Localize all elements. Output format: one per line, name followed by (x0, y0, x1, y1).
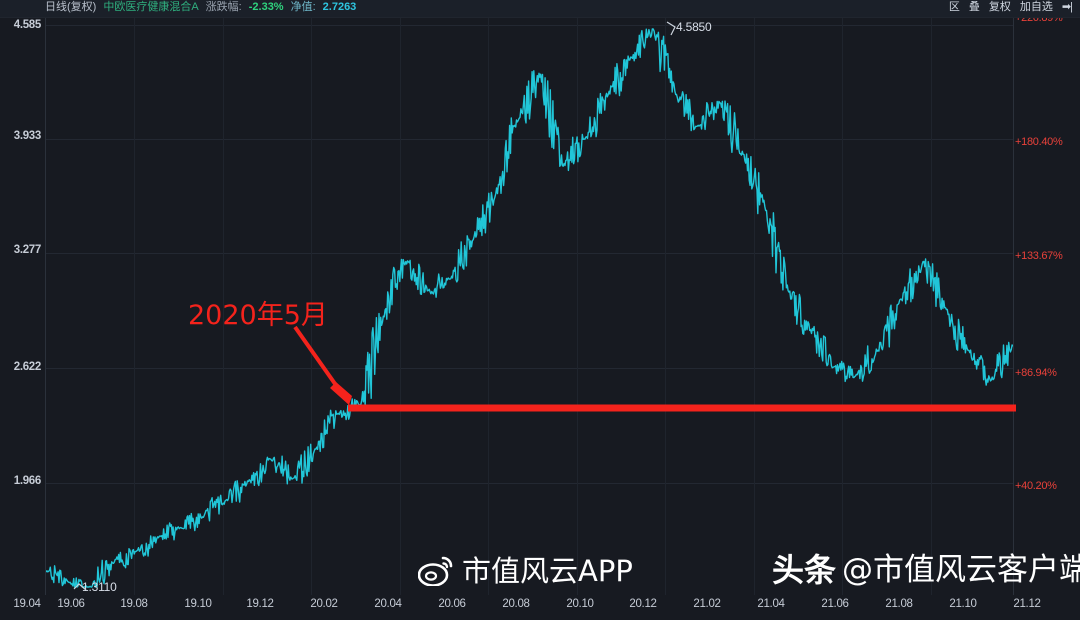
chart-toolbar: 区 叠 复权 加自选 ➡| (948, 1, 1073, 13)
y-axis-right: +226.89% +180.40% +133.67% +86.94% +40.2… (1013, 0, 1080, 620)
expand-right-icon[interactable]: ➡| (1061, 1, 1073, 13)
gridline-vertical (931, 17, 932, 595)
gridline-vertical (400, 17, 401, 595)
x-tick-9: 20.10 (566, 598, 594, 610)
x-tick-13: 21.06 (821, 598, 849, 610)
gridline-vertical (665, 17, 666, 595)
gridline-horizontal (46, 483, 1013, 484)
y-left-tick-4: 1.966 (13, 475, 42, 487)
adjust-button[interactable]: 复权 (988, 1, 1011, 13)
y-right-tick-1: +180.40% (1015, 136, 1063, 148)
quote-summary: 日线(复权) 中欧医疗健康混合A 涨跌幅: -2.33% 净值: 2.7263 (45, 2, 356, 13)
change-label: 涨跌幅: (205, 1, 242, 13)
x-tick-3: 19.10 (184, 598, 212, 610)
x-tick-8: 20.08 (502, 598, 530, 610)
x-tick-11: 21.02 (693, 598, 721, 610)
gridline-vertical (754, 17, 755, 595)
gridline-vertical (134, 17, 135, 595)
x-tick-1: 19.06 (57, 598, 85, 610)
fund-name-label: 中欧医疗健康混合A (103, 1, 199, 13)
x-tick-7: 20.06 (438, 598, 466, 610)
change-value: -2.33% (248, 1, 284, 13)
y-right-tick-4: +40.20% (1015, 480, 1057, 492)
x-tick-15: 21.10 (949, 598, 977, 610)
gridline-horizontal (46, 253, 1013, 254)
x-tick-16: 21.12 (1013, 598, 1041, 610)
gridline-vertical (842, 17, 843, 595)
x-tick-5: 20.02 (310, 598, 338, 610)
x-tick-2: 19.08 (120, 598, 148, 610)
region-button[interactable]: 区 (948, 1, 960, 13)
x-tick-6: 20.04 (374, 598, 402, 610)
x-tick-12: 21.04 (757, 598, 785, 610)
x-axis: 19.04 19.06 19.08 19.10 19.12 20.02 20.0… (0, 598, 1080, 618)
price-series (46, 28, 1013, 588)
gridline-vertical (223, 17, 224, 595)
x-tick-10: 20.12 (629, 598, 657, 610)
watermark-center: 市值风云APP (418, 555, 633, 587)
watermark-center-text: 市值风云APP (462, 554, 633, 588)
nav-label: 净值: (290, 1, 316, 13)
weibo-icon (418, 556, 453, 586)
gridline-vertical (488, 17, 489, 595)
y-left-tick-1: 3.933 (13, 130, 42, 142)
y-left-tick-2: 3.277 (13, 244, 42, 256)
x-tick-4: 19.12 (246, 598, 274, 610)
overlay-button[interactable]: 叠 (968, 1, 980, 13)
chart-header-bar: 日线(复权) 中欧医疗健康混合A 涨跌幅: -2.33% 净值: 2.7263 … (0, 0, 1080, 18)
x-axis-lower (0, 598, 1080, 618)
gridline-horizontal (46, 139, 1013, 140)
gridline-horizontal (46, 25, 1013, 26)
low-value-label: 1.3110 (82, 580, 117, 594)
watermark-toutiao-text: 头条 (772, 551, 837, 589)
y-left-tick-0: 4.585 (13, 19, 42, 31)
x-tick-14: 21.08 (885, 598, 913, 610)
gridline-horizontal (46, 368, 1013, 369)
add-favorite-button[interactable]: 加自选 (1019, 1, 1053, 13)
y-right-tick-3: +86.94% (1015, 367, 1057, 379)
x-tick-0: 19.04 (13, 598, 41, 610)
gridline-vertical (311, 17, 312, 595)
y-left-tick-3: 2.622 (13, 361, 42, 373)
callout-text: 2020年5月 (188, 300, 328, 331)
peak-value-label: 4.5850 (676, 20, 712, 34)
y-axis-left: 4.585 3.933 3.277 2.622 1.966 (0, 0, 45, 620)
gridline-vertical (577, 17, 578, 595)
watermark-handle-text: @市值风云客户端 (842, 552, 1080, 588)
period-label[interactable]: 日线(复权) (45, 1, 97, 13)
plot-area[interactable] (45, 17, 1014, 595)
nav-value: 2.7263 (322, 1, 357, 13)
watermark-right: 头条 @市值风云客户端 (772, 552, 1080, 588)
y-right-tick-2: +133.67% (1015, 250, 1063, 262)
